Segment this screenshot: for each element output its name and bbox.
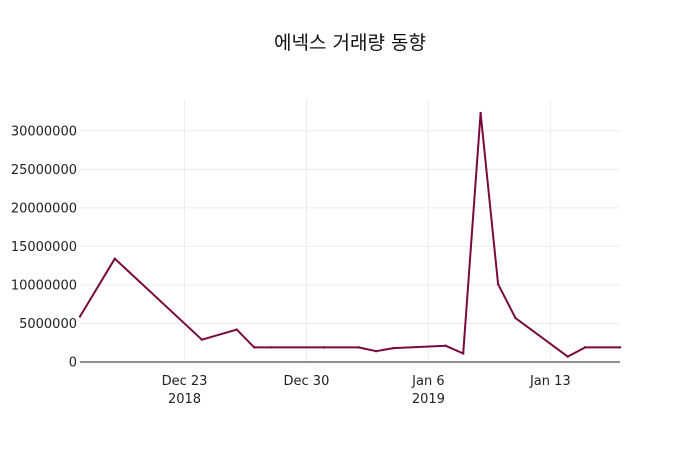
series-layer: 2018-12-17: 5900000 2018-12-19: 13400000 2… xyxy=(78,111,622,358)
data-point: 2019-01-11: 5700000 xyxy=(514,316,517,320)
data-point: 2018-12-19: 13400000 xyxy=(113,257,117,260)
data-point: 2019-01-07: 2100000 xyxy=(444,344,448,348)
data-point: 2018-12-27: 1900000 xyxy=(252,346,256,349)
x-tick-year-label: 2018 xyxy=(168,392,201,407)
x-tick-label: Dec 30 xyxy=(284,374,330,389)
data-point: 2019-01-10: 10100000 xyxy=(496,282,500,286)
y-tick-label: 15000000 xyxy=(11,240,77,255)
chart-title: 에넥스 거래량 동향 xyxy=(274,32,426,54)
x-tick-label: Jan 13 xyxy=(529,374,571,389)
x-tick-label: Jan 6 xyxy=(411,374,444,389)
y-tick-label: 0 xyxy=(69,356,77,371)
data-point: 2018-12-28: 1900000 xyxy=(270,346,273,349)
data-point: 2018-12-26: 4200000 xyxy=(235,328,238,331)
y-tick-label: 10000000 xyxy=(11,278,77,293)
data-point: 2018-12-24: 2900000 xyxy=(200,338,204,341)
data-point: 2019-01-17: 1900000 xyxy=(618,346,622,349)
data-point: 2019-01-09: 32300000 xyxy=(479,111,482,115)
data-point: 2019-01-08: 1100000 xyxy=(462,352,465,355)
series-line-volume xyxy=(79,112,621,358)
x-tick-label: Dec 23 xyxy=(162,374,208,389)
data-point: 2019-01-15: 1900000 xyxy=(583,346,587,349)
y-tick-label: 20000000 xyxy=(11,201,77,216)
data-point: 2019-01-03: 1400000 xyxy=(374,350,378,353)
y-tick-label: 30000000 xyxy=(11,124,77,139)
grid-layer xyxy=(80,100,620,363)
data-point: 2019-01-14: 700000 xyxy=(566,355,569,358)
data-point: 2019-01-04: 1800000 xyxy=(392,346,395,350)
data-point: 2018-12-17: 5900000 xyxy=(78,315,82,318)
y-tick-label: 25000000 xyxy=(11,163,77,178)
x-tick-year-label: 2019 xyxy=(412,392,445,407)
y-tick-label: 5000000 xyxy=(19,317,77,332)
tick-layer: 0 5000000 10000000 15000000 20000000 25000000… xyxy=(11,124,571,407)
data-point: 2018-12-31: 1900000 xyxy=(322,346,326,349)
data-point: 2019-01-02: 1900000 xyxy=(357,346,360,349)
